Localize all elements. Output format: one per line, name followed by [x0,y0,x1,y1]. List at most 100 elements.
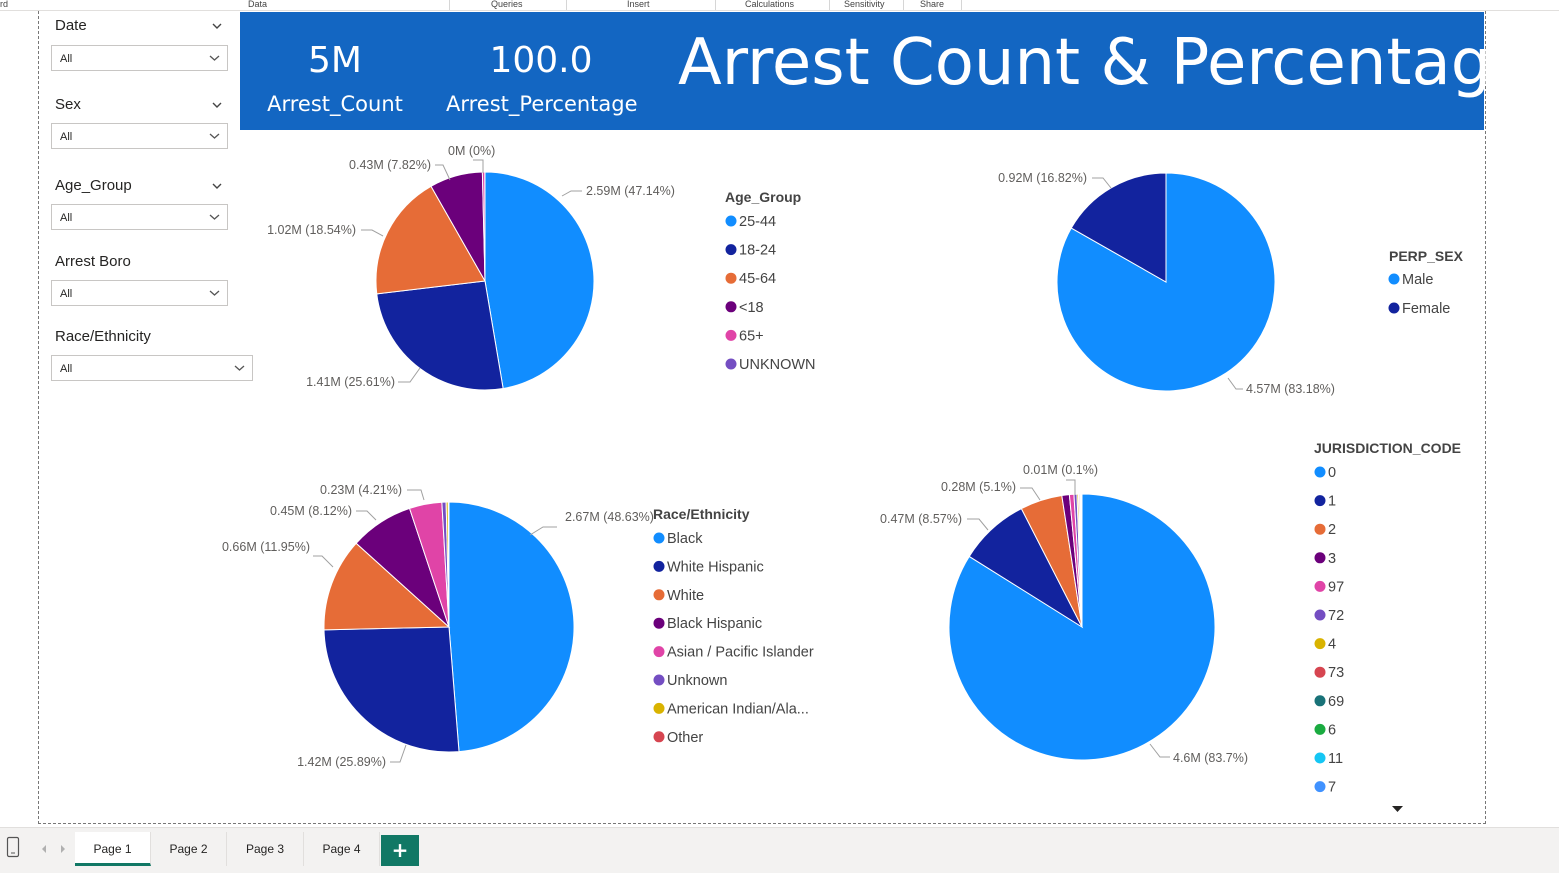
slicer-race-ethnicity: Race/Ethnicity All [51,328,254,384]
legend-item[interactable]: White [667,588,704,604]
ribbon-group-sensitivity[interactable]: Sensitivity [844,0,885,9]
ribbon-group-share[interactable]: Share [920,0,945,9]
pie-slice-white-hispanic[interactable] [323,626,460,753]
leader-line [435,164,451,181]
scroll-right-icon[interactable] [59,844,67,854]
ribbon-group-data[interactable]: Data [248,0,268,9]
data-label: 1.42M (25.89%) [297,755,386,769]
chevron-down-icon[interactable] [212,21,222,31]
pie-slice-other[interactable] [447,501,450,628]
legend-item[interactable]: 3 [1328,551,1336,567]
legend-marker[interactable] [1314,466,1326,478]
legend-item[interactable]: 45-64 [739,271,776,287]
legend-marker[interactable] [725,272,737,284]
legend-marker[interactable] [653,560,665,572]
legend-marker[interactable] [1388,273,1400,285]
legend-marker[interactable] [1314,638,1326,650]
slicer-dropdown[interactable]: All [51,123,228,149]
legend-item[interactable]: 2 [1328,522,1336,538]
tab-page-2[interactable]: Page 2 [151,832,227,866]
legend-marker[interactable] [653,674,665,686]
card-arrest-count-label: Arrest_Count [267,92,403,116]
legend-marker[interactable] [653,702,665,714]
legend-marker[interactable] [1314,552,1326,564]
legend-item[interactable]: 0 [1328,465,1336,481]
legend-item[interactable]: Black [667,531,703,547]
legend-marker[interactable] [725,215,737,227]
scroll-left-icon[interactable] [40,844,48,854]
legend-item[interactable]: 73 [1328,665,1344,681]
legend-item[interactable]: 4 [1328,637,1336,653]
legend-marker[interactable] [653,646,665,658]
legend-marker[interactable] [1314,781,1326,793]
ribbon-group-calculations[interactable]: Calculations [745,0,795,9]
slicer-dropdown[interactable]: All [51,204,228,230]
slicer-dropdown[interactable]: All [51,280,228,306]
legend-item[interactable]: 97 [1328,579,1344,595]
add-page-button[interactable]: + [381,835,419,866]
legend-item[interactable]: American Indian/Ala... [667,701,809,717]
legend-marker[interactable] [653,617,665,629]
scroll-down-icon[interactable] [1392,806,1403,812]
ribbon-group-insert[interactable]: Insert [627,0,650,9]
tab-page-4[interactable]: Page 4 [304,832,380,866]
legend-marker[interactable] [725,301,737,313]
chevron-down-icon[interactable] [212,100,222,110]
pie-slice-45-64[interactable] [375,185,486,295]
data-label: 0.47M (8.57%) [880,512,962,526]
legend-item[interactable]: 1 [1328,494,1336,510]
legend-item[interactable]: Black Hispanic [667,616,762,632]
tab-page-3[interactable]: Page 3 [227,832,304,866]
tab-page-1[interactable]: Page 1 [75,832,151,866]
legend-item[interactable]: 72 [1328,608,1344,624]
legend-marker[interactable] [1314,580,1326,592]
pie-chart-age-group[interactable] [375,171,595,391]
legend-item[interactable]: 65+ [739,328,764,344]
legend-item[interactable]: White Hispanic [667,559,764,575]
ribbon-group-queries[interactable]: Queries [491,0,523,9]
legend-marker[interactable] [1314,523,1326,535]
pie-slice-25-44[interactable] [484,171,595,390]
slicer-dropdown[interactable]: All [51,45,228,71]
legend-marker[interactable] [653,589,665,601]
chevron-down-icon[interactable] [212,181,222,191]
legend-item[interactable]: UNKNOWN [739,357,816,373]
pie-slice-0[interactable] [948,493,1216,761]
legend-item[interactable]: Asian / Pacific Islander [667,645,814,661]
data-label: 2.59M (47.14%) [586,184,675,198]
legend-marker[interactable] [1314,723,1326,735]
legend-marker[interactable] [1314,695,1326,707]
legend-marker[interactable] [653,731,665,743]
legend-item[interactable]: Unknown [667,673,727,689]
legend-item[interactable]: 25-44 [739,214,776,230]
legend-item[interactable]: Other [667,730,703,746]
legend-item[interactable]: 7 [1328,780,1336,796]
legend-item[interactable]: 11 [1328,751,1343,767]
data-label: 0.43M (7.82%) [349,158,431,172]
legend-marker[interactable] [1314,752,1326,764]
pie-chart-race-ethnicity[interactable] [323,501,575,753]
legend-marker[interactable] [1314,495,1326,507]
legend-item[interactable]: Male [1402,272,1433,288]
legend-marker[interactable] [1314,609,1326,621]
legend-item[interactable]: 18-24 [739,243,776,259]
legend-item[interactable]: <18 [739,300,764,316]
legend-item[interactable]: Female [1402,301,1450,317]
phone-layout-icon[interactable] [6,836,20,858]
pie-chart-jurisdiction-code[interactable] [948,493,1216,761]
legend-marker[interactable] [725,358,737,370]
legend-marker[interactable] [1388,302,1400,314]
pie-chart-perp-sex[interactable] [1056,172,1276,392]
slicer-dropdown[interactable]: All [51,355,253,381]
slicer-title: Age_Group [55,177,132,194]
legend-item[interactable]: 69 [1328,694,1344,710]
legend-marker[interactable] [653,532,665,544]
legend-marker[interactable] [725,244,737,256]
pie-slice-white[interactable] [323,542,451,631]
legend-marker[interactable] [1314,666,1326,678]
pie-slice-18-24[interactable] [376,280,504,391]
legend-item[interactable]: 6 [1328,722,1336,738]
legend-marker[interactable] [725,329,737,341]
ribbon-separator [961,0,962,10]
pie-slice-black[interactable] [448,501,575,753]
